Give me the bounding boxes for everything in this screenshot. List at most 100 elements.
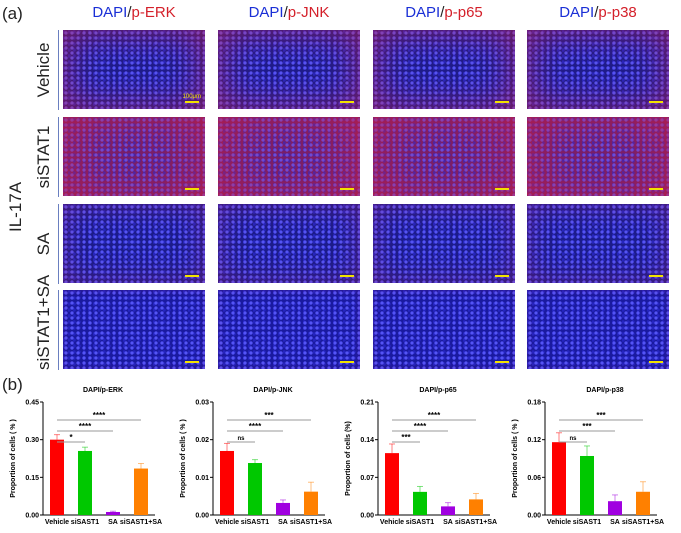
y-axis-label: Proportion of cells ( % ) (10, 419, 17, 498)
separator: / (594, 4, 599, 21)
scale-bar (340, 101, 354, 103)
microscopy-image (218, 117, 360, 196)
microscopy-image (373, 290, 515, 369)
row-divider (58, 30, 59, 110)
scale-bar (340, 188, 354, 190)
significance-label: * (69, 433, 73, 442)
chart-title: DAPI/p-p38 (586, 387, 623, 394)
scale-bar (340, 275, 354, 277)
panel-b-label: (b) (2, 375, 23, 394)
bar-sisast1 (248, 463, 262, 515)
row-divider (58, 290, 59, 370)
bar-sisast1 (78, 450, 92, 515)
chart-title: DAPI/p-JNK (253, 387, 292, 394)
x-tick-label: Vehicle (380, 519, 404, 526)
significance-label: **** (414, 422, 427, 431)
x-tick-label: SA (108, 519, 118, 526)
microscopy-image (373, 204, 515, 283)
scale-bar (649, 361, 663, 363)
bar-chart: DAPI/p-JNK Proportion of cells ( % ) 0.00 0… (180, 387, 332, 526)
x-tick-label: siSAST1+SA (290, 519, 332, 526)
x-tick-label: siSAST1 (241, 519, 270, 526)
y-tick-label: 0.15 (25, 475, 39, 482)
significance-label: ns (237, 436, 245, 442)
bar-sa (608, 501, 622, 515)
bar-vehicle (552, 442, 566, 515)
y-tick-label: 0.00 (527, 513, 541, 520)
dapi-label: DAPI (559, 4, 595, 21)
column-title: DAPI/p-p38 (527, 4, 669, 21)
y-tick-label: 0.01 (195, 475, 209, 482)
scale-bar (185, 101, 199, 103)
marker-label: p-p65 (444, 4, 483, 21)
microscopy-image (218, 290, 360, 369)
x-tick-label: siSAST1+SA (622, 519, 664, 526)
scale-bar-label: 100μm (182, 94, 201, 100)
bar-sisast1-sa (469, 499, 483, 515)
y-tick-label: 0.06 (527, 475, 541, 482)
separator: / (283, 4, 288, 21)
x-tick-label: siSAST1 (573, 519, 602, 526)
row-label: SA (34, 232, 53, 256)
row-label: siSTAT1+SA (34, 274, 53, 370)
y-tick-label: 0.14 (360, 437, 374, 444)
separator: / (440, 4, 445, 21)
microscopy-image (373, 117, 515, 196)
microscopy-image (63, 117, 205, 196)
bar-chart: DAPI/p-ERK Proportion of cells ( % ) 0.00 0… (10, 387, 162, 526)
y-tick-label: 0.07 (360, 475, 374, 482)
dapi-label: DAPI (248, 4, 284, 21)
scale-bar (185, 275, 199, 277)
y-tick-label: 0.30 (25, 437, 39, 444)
bar-sisast1-sa (636, 491, 650, 515)
bar-vehicle (50, 439, 64, 515)
marker-label: p-ERK (131, 4, 176, 21)
y-tick-label: 0.00 (195, 513, 209, 520)
significance-label: *** (596, 411, 606, 420)
x-tick-label: siSAST1+SA (120, 519, 162, 526)
chart-title: DAPI/p-p65 (419, 387, 456, 394)
bar-sisast1-sa (134, 468, 148, 515)
microscopy-image (527, 204, 669, 283)
scale-bar (649, 188, 663, 190)
panel-a-label: (a) (2, 4, 23, 23)
bar-vehicle (220, 450, 234, 515)
x-tick-label: siSAST1 (406, 519, 435, 526)
x-tick-label: Vehicle (45, 519, 69, 526)
microscopy-image (527, 30, 669, 109)
y-tick-label: 0.03 (195, 400, 209, 407)
dapi-label: DAPI (92, 4, 128, 21)
x-tick-label: Vehicle (215, 519, 239, 526)
y-axis-label: Proportion of cells ( % ) (512, 419, 519, 498)
scale-bar (495, 188, 509, 190)
marker-label: p-JNK (287, 4, 330, 21)
bar-sa (106, 511, 120, 515)
significance-label: **** (249, 422, 262, 431)
row-divider (58, 204, 59, 284)
il17a-label: IL-17A (6, 181, 25, 232)
scale-bar (649, 275, 663, 277)
x-tick-label: siSAST1+SA (455, 519, 497, 526)
microscopy-image (373, 30, 515, 109)
bar-sa (441, 506, 455, 515)
microscopy-image (527, 290, 669, 369)
significance-label: **** (93, 411, 106, 420)
scale-bar (649, 101, 663, 103)
significance-label: *** (582, 422, 592, 431)
x-tick-label: Vehicle (547, 519, 571, 526)
y-tick-label: 0.00 (360, 513, 374, 520)
bar-chart: DAPI/p-p38 Proportion of cells ( % ) 0.00 0… (512, 387, 664, 526)
scale-bar (495, 101, 509, 103)
scale-bar (495, 361, 509, 363)
bar-sa (276, 502, 290, 515)
microscopy-image (63, 290, 205, 369)
microscopy-image (63, 204, 205, 283)
x-tick-label: siSAST1 (71, 519, 100, 526)
y-axis-label: Proportion of cells (%) (345, 421, 352, 496)
y-tick-label: 0.21 (360, 400, 374, 407)
scale-bar (495, 275, 509, 277)
y-tick-label: 0.18 (527, 400, 541, 407)
scale-bar (185, 188, 199, 190)
column-title: DAPI/p-p65 (373, 4, 515, 21)
